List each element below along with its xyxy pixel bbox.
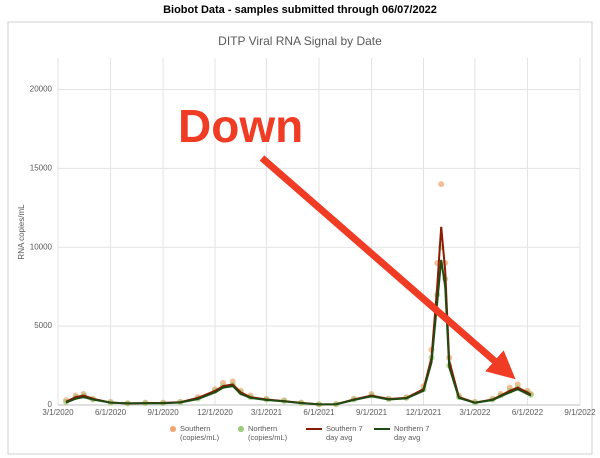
y-tick-label: 15000 xyxy=(30,164,53,173)
chart-title: DITP Viral RNA Signal by Date xyxy=(218,34,382,48)
x-tick-label: 9/1/2021 xyxy=(356,408,388,417)
y-axis-label: RNA copies/mL xyxy=(17,204,26,260)
legend-label: Northern 7 day avg xyxy=(394,424,430,442)
y-tick-label: 20000 xyxy=(30,85,53,94)
y-tick-label: 0 xyxy=(48,400,53,409)
x-tick-label: 6/1/2020 xyxy=(95,408,127,417)
chart-border xyxy=(7,21,593,455)
line xyxy=(65,226,532,406)
plot: 0 5000 10000 15000 20000 3/1/2020 6/1/2020 9/1/… xyxy=(30,58,596,417)
x-tick-label: 3/1/2020 xyxy=(42,408,74,417)
line xyxy=(65,259,532,406)
legend-item: Southern 7 day avg xyxy=(306,424,366,442)
x-tick-label: 9/1/2020 xyxy=(148,408,180,417)
x-tick-label: 12/1/2020 xyxy=(197,408,233,417)
legend: Southern (copies/mL) Northern (copies/mL)… xyxy=(170,424,434,442)
legend-label: Northern (copies/mL) xyxy=(248,424,288,442)
legend-label: Southern 7 day avg xyxy=(326,424,363,442)
x-tick-label: 3/1/2021 xyxy=(251,408,283,417)
legend-item: Northern 7 day avg xyxy=(374,424,434,442)
legend-swatch xyxy=(306,428,322,430)
legend-swatch xyxy=(374,428,390,430)
arrow xyxy=(259,155,516,380)
y-tick-label: 10000 xyxy=(30,242,53,251)
data-point xyxy=(438,181,445,188)
legend-swatch xyxy=(238,426,244,432)
y-tick-label: 5000 xyxy=(34,321,52,330)
annotation: Down xyxy=(178,100,303,152)
x-tick-label: 6/1/2021 xyxy=(303,408,335,417)
legend-label: Southern (copies/mL) xyxy=(180,424,220,442)
legend-swatch xyxy=(170,426,176,432)
x-tick-label: 3/1/2022 xyxy=(459,408,491,417)
x-tick-label: 12/1/2021 xyxy=(406,408,442,417)
legend-item: Northern (copies/mL) xyxy=(238,424,298,442)
legend-item: Southern (copies/mL) xyxy=(170,424,230,442)
x-tick-label: 9/1/2022 xyxy=(564,408,596,417)
page-title: Biobot Data - samples submitted through … xyxy=(163,4,437,16)
x-tick-label: 6/1/2022 xyxy=(512,408,544,417)
